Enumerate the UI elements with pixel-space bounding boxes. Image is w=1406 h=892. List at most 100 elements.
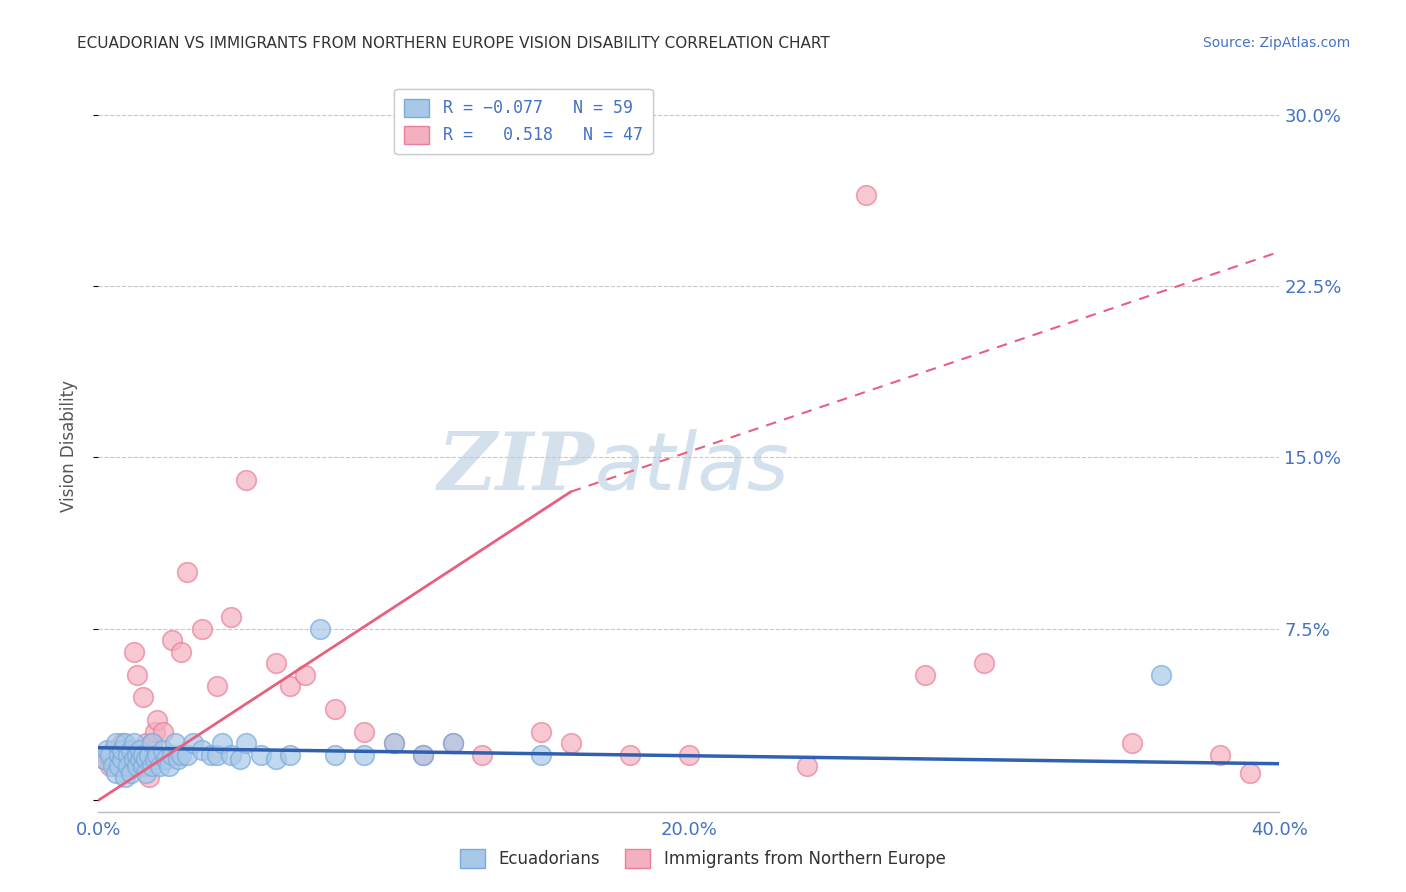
Point	[323, 702, 346, 716]
Point	[111, 752, 134, 766]
Point	[141, 736, 163, 750]
Text: Source: ZipAtlas.com: Source: ZipAtlas.com	[1202, 36, 1350, 50]
Point	[135, 736, 157, 750]
Point	[200, 747, 222, 762]
Point	[855, 187, 877, 202]
Point	[170, 645, 193, 659]
Point	[176, 565, 198, 579]
Point	[530, 724, 553, 739]
Point	[117, 747, 139, 762]
Point	[98, 747, 121, 762]
Point	[122, 752, 145, 766]
Point	[170, 747, 193, 762]
Point	[353, 747, 375, 762]
Point	[138, 747, 160, 762]
Point	[619, 747, 641, 762]
Point	[264, 656, 287, 670]
Point	[108, 759, 131, 773]
Point	[114, 759, 136, 773]
Y-axis label: Vision Disability: Vision Disability	[59, 380, 77, 512]
Point	[1209, 747, 1232, 762]
Point	[125, 667, 148, 681]
Point	[914, 667, 936, 681]
Point	[219, 747, 242, 762]
Point	[128, 752, 150, 766]
Point	[412, 747, 434, 762]
Point	[530, 747, 553, 762]
Point	[353, 724, 375, 739]
Text: atlas: atlas	[595, 429, 789, 507]
Point	[441, 736, 464, 750]
Point	[157, 759, 180, 773]
Point	[162, 633, 183, 648]
Point	[128, 743, 150, 757]
Point	[128, 747, 150, 762]
Point	[143, 724, 166, 739]
Text: ZIP: ZIP	[437, 429, 595, 507]
Point	[162, 747, 183, 762]
Point	[219, 610, 242, 624]
Point	[103, 743, 125, 757]
Point	[132, 759, 155, 773]
Point	[149, 759, 172, 773]
Point	[125, 759, 148, 773]
Point	[235, 473, 257, 487]
Point	[138, 771, 160, 785]
Point	[135, 752, 157, 766]
Point	[98, 759, 121, 773]
Text: ECUADORIAN VS IMMIGRANTS FROM NORTHERN EUROPE VISION DISABILITY CORRELATION CHAR: ECUADORIAN VS IMMIGRANTS FROM NORTHERN E…	[77, 36, 830, 51]
Point	[191, 743, 214, 757]
Point	[108, 747, 131, 762]
Point	[96, 747, 118, 762]
Point	[105, 765, 128, 780]
Point	[471, 747, 494, 762]
Point	[229, 752, 252, 766]
Point	[235, 736, 257, 750]
Point	[125, 747, 148, 762]
Point	[152, 724, 174, 739]
Point	[111, 736, 134, 750]
Point	[973, 656, 995, 670]
Point	[96, 743, 118, 757]
Point	[111, 743, 134, 757]
Point	[141, 759, 163, 773]
Point	[796, 759, 818, 773]
Point	[1239, 765, 1261, 780]
Point	[146, 747, 169, 762]
Point	[105, 736, 128, 750]
Point	[120, 765, 142, 780]
Point	[181, 736, 204, 750]
Point	[165, 736, 187, 750]
Point	[122, 645, 145, 659]
Point	[103, 759, 125, 773]
Point	[294, 667, 316, 681]
Point	[120, 743, 142, 757]
Point	[135, 765, 157, 780]
Point	[117, 747, 139, 762]
Point	[211, 736, 233, 750]
Point	[191, 622, 214, 636]
Point	[117, 759, 139, 773]
Point	[678, 747, 700, 762]
Point	[114, 771, 136, 785]
Point	[278, 747, 302, 762]
Point	[93, 752, 115, 766]
Point	[278, 679, 302, 693]
Point	[120, 752, 142, 766]
Point	[152, 743, 174, 757]
Point	[205, 747, 228, 762]
Point	[309, 622, 332, 636]
Point	[176, 747, 198, 762]
Point	[382, 736, 405, 750]
Point	[250, 747, 273, 762]
Point	[205, 679, 228, 693]
Point	[323, 747, 346, 762]
Point	[155, 752, 177, 766]
Point	[132, 747, 155, 762]
Legend: Ecuadorians, Immigrants from Northern Europe: Ecuadorians, Immigrants from Northern Eu…	[454, 843, 952, 875]
Point	[132, 690, 155, 705]
Point	[264, 752, 287, 766]
Point	[1150, 667, 1173, 681]
Point	[93, 752, 115, 766]
Point	[108, 747, 131, 762]
